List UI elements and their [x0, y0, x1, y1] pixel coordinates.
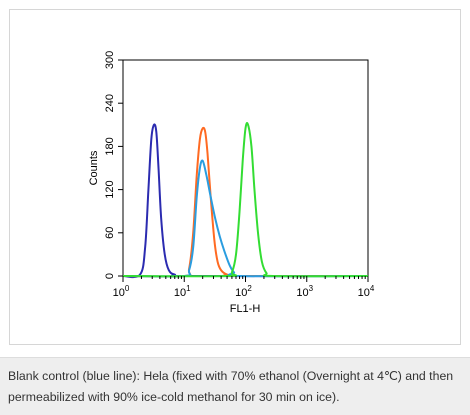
x-tick-label: 100: [113, 284, 130, 299]
y-tick-label: 60: [104, 227, 116, 239]
x-tick-label: 101: [174, 284, 191, 299]
y-tick-label: 240: [104, 94, 116, 112]
caption-box: Blank control (blue line): Hela (fixed w…: [0, 357, 470, 415]
plot-area-border: [122, 59, 369, 277]
x-axis-label: FL1-H: [230, 303, 261, 315]
y-tick-label: 300: [104, 51, 116, 69]
figure-panel: 0 60 120 180 240 300 100 101 102 103 104 Counts FL…: [9, 9, 461, 345]
series-line-4: [122, 122, 369, 278]
x-tick-label: 104: [358, 284, 375, 299]
y-tick-label: 120: [104, 180, 116, 198]
x-tick-exponent: 1: [186, 284, 191, 293]
series-line-1: [122, 123, 368, 279]
x-tick-exponent: 0: [125, 284, 130, 293]
figure-caption: Blank control (blue line): Hela (fixed w…: [8, 369, 454, 404]
x-tick-exponent: 3: [309, 284, 314, 293]
y-tick-label: 0: [104, 273, 116, 279]
x-tick-exponent: 2: [247, 284, 252, 293]
x-tick-label: 102: [235, 284, 252, 299]
series-line-2: [122, 126, 369, 278]
x-tick-label: 103: [296, 284, 313, 299]
x-tick-exponent: 4: [370, 284, 375, 293]
y-tick-label: 180: [104, 137, 116, 155]
y-axis-label: Counts: [88, 150, 100, 185]
figure-frame: [9, 9, 461, 345]
series-layer: [122, 122, 369, 279]
series-line-3: [122, 159, 369, 278]
